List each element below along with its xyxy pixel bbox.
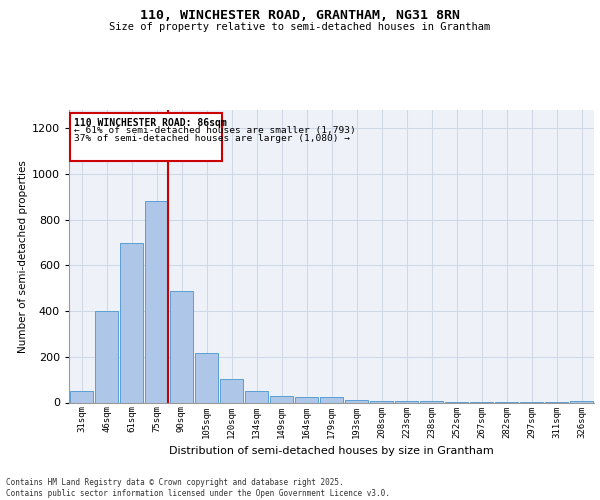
Text: 37% of semi-detached houses are larger (1,080) →: 37% of semi-detached houses are larger (… — [74, 134, 350, 143]
Bar — [70, 391, 93, 402]
Bar — [220, 378, 243, 402]
Text: 110, WINCHESTER ROAD, GRANTHAM, NG31 8RN: 110, WINCHESTER ROAD, GRANTHAM, NG31 8RN — [140, 9, 460, 22]
Bar — [145, 202, 168, 402]
Bar — [170, 290, 193, 403]
Y-axis label: Number of semi-detached properties: Number of semi-detached properties — [17, 160, 28, 352]
Bar — [245, 391, 268, 402]
Bar — [320, 397, 343, 402]
FancyBboxPatch shape — [70, 114, 221, 162]
Bar — [270, 396, 293, 402]
Bar — [570, 400, 593, 402]
Text: 110 WINCHESTER ROAD: 86sqm: 110 WINCHESTER ROAD: 86sqm — [74, 118, 227, 128]
X-axis label: Distribution of semi-detached houses by size in Grantham: Distribution of semi-detached houses by … — [169, 446, 494, 456]
Bar — [120, 242, 143, 402]
Bar — [195, 354, 218, 403]
Bar — [295, 397, 318, 402]
Bar — [345, 400, 368, 402]
Text: ← 61% of semi-detached houses are smaller (1,793): ← 61% of semi-detached houses are smalle… — [74, 126, 356, 135]
Bar — [95, 311, 118, 402]
Text: Contains HM Land Registry data © Crown copyright and database right 2025.
Contai: Contains HM Land Registry data © Crown c… — [6, 478, 390, 498]
Text: Size of property relative to semi-detached houses in Grantham: Size of property relative to semi-detach… — [109, 22, 491, 32]
